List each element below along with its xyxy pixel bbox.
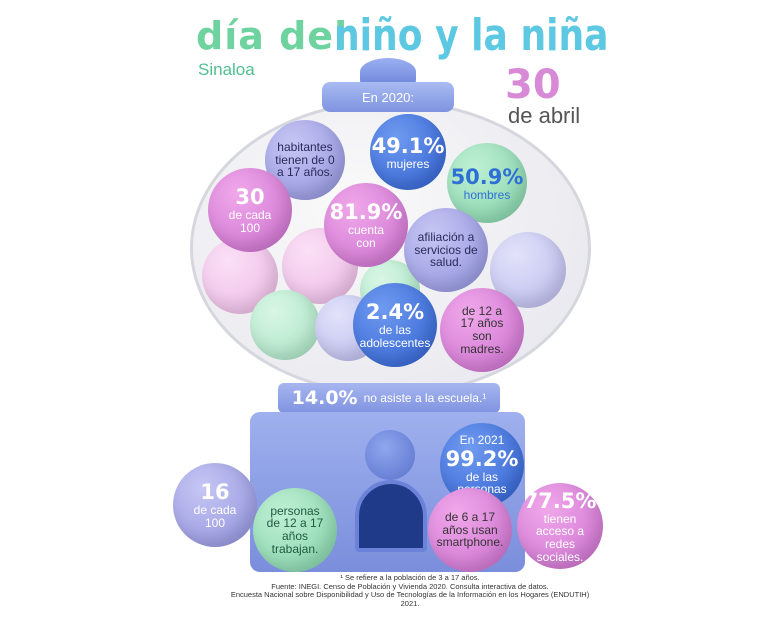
ball-text: de 6 a 17 años usan smartphone. — [436, 510, 504, 550]
title-nino-nina: niño y la niña — [334, 10, 609, 61]
ball-16-cada-100: 16 de cada 100 — [173, 463, 257, 547]
decor-ball — [250, 290, 320, 360]
title-dia-del: día del — [196, 14, 349, 58]
ball-adolescentes: 2.4% de las adolescentes — [353, 283, 437, 367]
ball-value: 49.1% — [371, 133, 445, 158]
ball-label: mujeres — [386, 156, 430, 171]
ball-text: habitantes tienen de 0 a 17 años. — [275, 140, 335, 180]
ball-value: 2.4% — [365, 300, 425, 325]
ball-pre: En 2021 — [459, 433, 505, 448]
ball-value: 77.5% — [523, 488, 597, 513]
ball-label: de cada 100 — [228, 208, 272, 235]
ball-label: de las adolescentes — [359, 323, 431, 350]
ball-30-cada-100: 30 de cada 100 — [208, 168, 292, 252]
ball-redes: 77.5% tienen acceso a redes sociales. — [517, 483, 603, 569]
footnote-source: Fuente: INEGI. Censo de Población y Vivi… — [271, 581, 549, 591]
ball-madres: de 12 a 17 años son madres. — [440, 288, 524, 372]
date-day: 30 — [505, 62, 561, 108]
footnote: ¹ Se refiere a la población de 3 a 17 añ… — [340, 573, 480, 582]
ball-text: personas de 12 a 17 años trabajan. — [266, 503, 324, 556]
year-2020-label: En 2020: — [322, 82, 454, 112]
ball-value: 50.9% — [450, 164, 524, 189]
coin-slot — [365, 430, 415, 480]
footnotes: ¹ Se refiere a la población de 3 a 17 añ… — [230, 573, 590, 609]
gumball-knob — [360, 58, 416, 86]
ball-label: de cada 100 — [193, 503, 237, 530]
ball-mujeres: 49.1% mujeres — [370, 114, 446, 190]
ball-value: 81.9% — [329, 200, 403, 225]
date-month: de abril — [508, 103, 581, 128]
dispenser-door — [355, 480, 427, 552]
ball-value: 30 — [235, 185, 265, 210]
region: Sinaloa — [198, 60, 255, 79]
escuela-value: 14.0% — [291, 387, 358, 409]
ball-value: 16 — [200, 480, 230, 505]
footnote-source: Encuesta Nacional sobre Disponibilidad y… — [230, 590, 590, 608]
ball-text: afiliación a servicios de salud. — [414, 230, 478, 270]
escuela-bar: 14.0% no asiste a la escuela.¹ — [278, 383, 500, 413]
ball-label: tienen acceso a redes sociales. — [535, 511, 585, 564]
ball-cuenta: 81.9% cuenta con — [324, 183, 408, 267]
ball-trabajan: personas de 12 a 17 años trabajan. — [253, 488, 337, 572]
escuela-label: no asiste a la escuela.¹ — [363, 391, 487, 405]
ball-label: cuenta con — [347, 223, 385, 250]
ball-value: 99.2% — [445, 446, 519, 471]
ball-text: de 12 a 17 años son madres. — [460, 303, 504, 356]
ball-label: hombres — [463, 187, 511, 202]
ball-afiliacion: afiliación a servicios de salud. — [404, 208, 488, 292]
ball-smartphone: de 6 a 17 años usan smartphone. — [428, 488, 512, 572]
